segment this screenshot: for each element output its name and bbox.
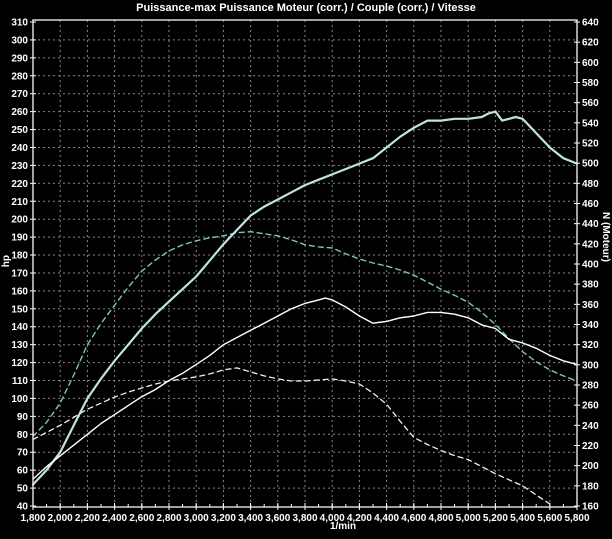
left-axis-tick-label: 290 bbox=[11, 53, 28, 64]
right-axis-tick-label: 460 bbox=[582, 199, 599, 210]
left-axis-tick-label: 260 bbox=[11, 107, 28, 118]
x-axis-tick-label: 4,800 bbox=[428, 513, 453, 524]
x-axis-tick-label: 3,600 bbox=[265, 513, 290, 524]
x-axis-tick-label: 2,400 bbox=[102, 513, 127, 524]
left-axis-tick-label: 170 bbox=[11, 268, 28, 279]
left-axis-tick-label: 110 bbox=[12, 376, 29, 387]
left-axis-tick-label: 220 bbox=[11, 179, 28, 190]
x-axis-tick-label: 2,200 bbox=[75, 513, 100, 524]
curves bbox=[31, 110, 579, 505]
right-axis-tick-label: 520 bbox=[582, 139, 599, 150]
right-axis-tick-label: 540 bbox=[582, 118, 599, 129]
x-axis-tick-label: 4,000 bbox=[320, 513, 345, 524]
right-axis-tick-label: 440 bbox=[582, 219, 599, 230]
left-axis-title: hp bbox=[1, 255, 12, 268]
right-axis-tick-label: 340 bbox=[582, 320, 599, 331]
left-axis-tick-label: 300 bbox=[11, 35, 28, 46]
right-axis-tick-label: 380 bbox=[582, 280, 599, 291]
right-axis-tick-label: 400 bbox=[582, 260, 599, 271]
left-axis-tick-label: 100 bbox=[11, 394, 28, 405]
x-axis-tick-label: 3,800 bbox=[292, 513, 317, 524]
left-axis-tick-label: 270 bbox=[11, 89, 28, 100]
plot-border bbox=[32, 19, 578, 508]
x-axis-tick-label: 4,200 bbox=[347, 513, 372, 524]
right-axis-tick-label: 160 bbox=[582, 502, 599, 513]
x-axis-tick-label: 3,200 bbox=[211, 513, 236, 524]
x-axis-tick-label: 5,400 bbox=[510, 513, 535, 524]
left-axis-tick-label: 90 bbox=[17, 412, 29, 423]
right-axis-tick-label: 180 bbox=[582, 481, 599, 492]
left-axis-tick-label: 40 bbox=[17, 502, 29, 513]
x-axis-tick-label: 3,000 bbox=[184, 513, 209, 524]
left-axis-tick-label: 190 bbox=[11, 233, 28, 244]
x-axis-tick-label: 4,400 bbox=[374, 513, 399, 524]
left-axis-tick-label: 160 bbox=[11, 286, 28, 297]
left-axis-tick-label: 130 bbox=[11, 340, 28, 351]
x-axis-tick-label: 5,800 bbox=[564, 513, 589, 524]
left-axis-tick-label: 120 bbox=[11, 358, 28, 369]
x-axis-tick-label: 5,000 bbox=[456, 513, 481, 524]
chart-title: Puissance-max Puissance Moteur (corr.) /… bbox=[136, 2, 476, 14]
gridlines bbox=[33, 20, 577, 507]
axis-tick-labels: 310 300 290 280 270 260 250 240 230 220 210 200 190 1… bbox=[11, 18, 599, 525]
curve-power-corrected-main bbox=[31, 110, 579, 486]
right-axis-tick-label: 480 bbox=[582, 179, 599, 190]
x-axis-tick-label: 5,600 bbox=[537, 513, 562, 524]
right-axis-title: N (Moteur) bbox=[600, 212, 611, 262]
right-axis-tick-label: 200 bbox=[582, 461, 599, 472]
x-axis-tick-label: 2,600 bbox=[129, 513, 154, 524]
left-axis-tick-label: 180 bbox=[11, 251, 28, 262]
x-axis-tick-label: 2,800 bbox=[156, 513, 181, 524]
x-axis-title: 1/min bbox=[329, 521, 357, 532]
left-axis-tick-label: 60 bbox=[17, 466, 29, 477]
right-axis-tick-label: 240 bbox=[582, 421, 599, 432]
curve-power-secondary bbox=[32, 297, 578, 480]
left-axis-tick-label: 230 bbox=[11, 161, 28, 172]
left-axis-tick-label: 80 bbox=[17, 430, 29, 441]
right-axis-tick-label: 500 bbox=[582, 159, 599, 170]
right-axis-tick-label: 560 bbox=[582, 98, 599, 109]
left-axis-tick-label: 200 bbox=[11, 215, 28, 226]
left-axis-tick-label: 240 bbox=[11, 143, 28, 154]
x-axis-tick-label: 1,800 bbox=[20, 513, 45, 524]
right-axis-tick-label: 580 bbox=[582, 78, 599, 89]
x-axis-tick-label: 5,200 bbox=[483, 513, 508, 524]
left-axis-tick-label: 150 bbox=[11, 304, 28, 315]
right-axis-tick-label: 640 bbox=[582, 18, 599, 29]
left-axis-tick-label: 140 bbox=[11, 322, 28, 333]
right-axis-tick-label: 360 bbox=[582, 300, 599, 311]
x-axis-tick-label: 4,600 bbox=[401, 513, 426, 524]
right-axis-tick-label: 620 bbox=[582, 38, 599, 49]
right-axis-tick-label: 300 bbox=[582, 360, 599, 371]
right-axis-tick-label: 260 bbox=[582, 401, 599, 412]
left-axis-tick-label: 50 bbox=[17, 484, 29, 495]
x-axis-tick-label: 2,000 bbox=[48, 513, 73, 524]
left-axis-tick-label: 280 bbox=[11, 71, 28, 82]
x-axis-tick-label: 3,400 bbox=[238, 513, 263, 524]
right-axis-tick-label: 220 bbox=[582, 441, 599, 452]
left-axis-tick-label: 70 bbox=[17, 448, 29, 459]
right-axis-tick-label: 320 bbox=[582, 340, 599, 351]
left-axis-tick-label: 310 bbox=[11, 18, 28, 29]
curve-torque-secondary bbox=[32, 367, 551, 505]
right-axis-tick-label: 600 bbox=[582, 58, 599, 69]
left-axis-tick-label: 250 bbox=[11, 125, 28, 136]
curve-torque-corrected-main bbox=[32, 230, 578, 438]
right-axis-tick-label: 420 bbox=[582, 239, 599, 250]
left-axis-tick-label: 210 bbox=[11, 197, 28, 208]
right-axis-tick-label: 280 bbox=[582, 381, 599, 392]
